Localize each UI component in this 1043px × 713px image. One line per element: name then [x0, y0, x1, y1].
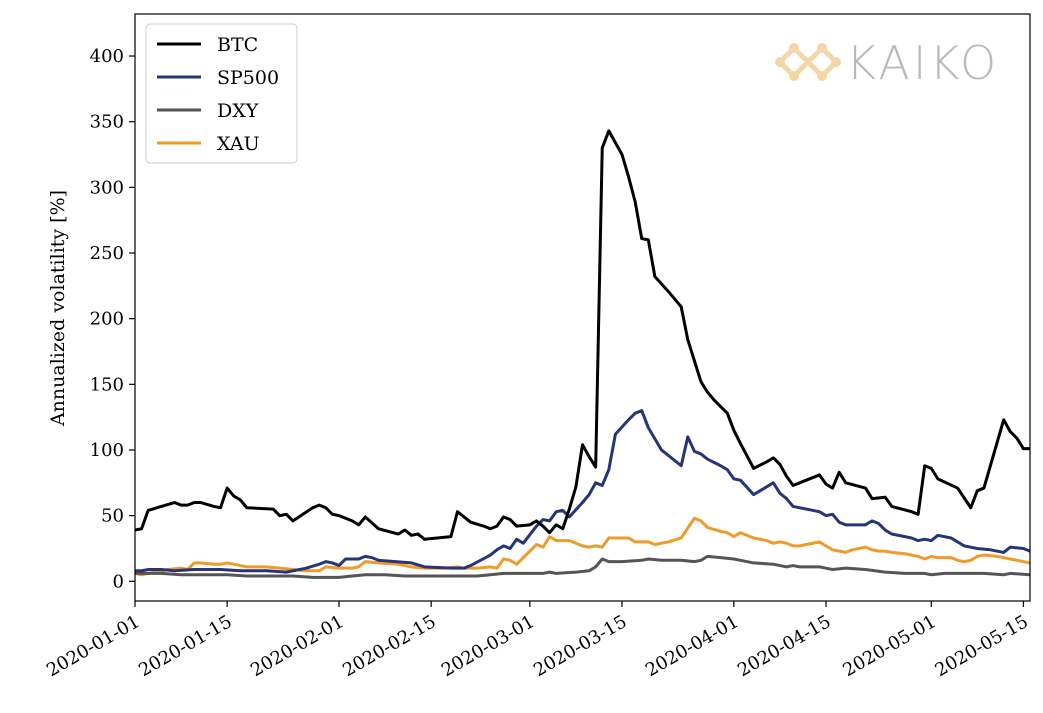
x-tick-label: 2020-03-01	[438, 611, 538, 681]
y-tick-label: 350	[90, 112, 124, 133]
x-tick-label: 2020-02-01	[247, 611, 347, 681]
y-tick-label: 250	[90, 243, 124, 264]
plot-frame	[134, 13, 1031, 602]
y-axis-title: Annualized volatility [%]	[47, 190, 69, 427]
y-tick-label: 50	[101, 506, 124, 527]
series-line-xau	[134, 516, 1031, 577]
watermark-text: KAIKO	[846, 36, 999, 90]
x-tick-label: 2020-05-01	[839, 611, 939, 681]
x-tick-label: 2020-04-01	[642, 611, 742, 681]
series-line-sp500	[135, 409, 1031, 574]
kaiko-logo-icon	[775, 43, 841, 81]
series-line-dxy	[135, 554, 1031, 579]
y-axis: 0 50 100 150 200 250 300 350 400	[90, 46, 135, 592]
x-tick-label: 2020-05-15	[932, 611, 1032, 681]
legend-box	[145, 23, 298, 164]
x-tick-label: 2020-03-15	[530, 611, 630, 681]
legend-label-sp500: SP500	[217, 67, 279, 89]
legend-label-btc: BTC	[217, 34, 258, 56]
y-tick-label: 150	[90, 374, 124, 395]
x-tick-label: 2020-04-15	[734, 611, 834, 681]
series-line-btc	[134, 129, 1030, 541]
y-tick-label: 0	[113, 571, 124, 592]
x-tick-label: 2020-01-15	[135, 611, 235, 681]
y-tick-label: 300	[90, 177, 124, 198]
series-layer	[134, 129, 1031, 579]
watermark: KAIKO	[775, 36, 999, 90]
y-tick-label: 200	[90, 309, 124, 330]
legend: BTC SP500 DXY XAU	[145, 23, 298, 164]
legend-label-xau: XAU	[217, 133, 260, 155]
y-tick-label: 400	[90, 46, 124, 67]
legend-label-dxy: DXY	[217, 100, 259, 122]
x-tick-label: 2020-02-15	[339, 611, 439, 681]
y-tick-label: 100	[90, 440, 124, 461]
x-tick-label: 2020-01-01	[43, 611, 143, 681]
